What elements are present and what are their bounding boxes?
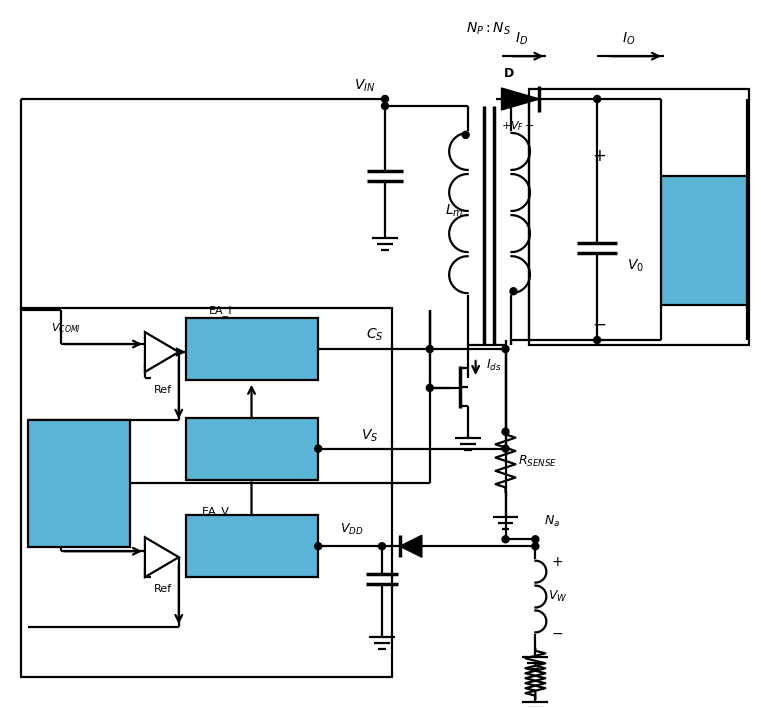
Circle shape <box>502 428 509 435</box>
Text: $V_W$: $V_W$ <box>548 588 567 604</box>
Bar <box>186 418 318 479</box>
Circle shape <box>594 96 600 103</box>
Circle shape <box>381 103 388 110</box>
Text: $V_{COMV}$: $V_{COMV}$ <box>49 530 83 544</box>
Text: $V_0$: $V_0$ <box>628 257 645 273</box>
Text: −: − <box>592 316 606 334</box>
Circle shape <box>315 445 322 452</box>
Text: $V_{DD}$: $V_{DD}$ <box>340 522 364 537</box>
Text: D: D <box>505 67 514 79</box>
Text: $I_{ds}$: $I_{ds}$ <box>486 358 501 372</box>
Text: +: + <box>592 147 606 165</box>
Text: $N_P : N_S$: $N_P : N_S$ <box>466 21 511 38</box>
Text: $C_S$: $C_S$ <box>366 327 384 343</box>
Circle shape <box>502 445 509 452</box>
Circle shape <box>426 346 433 353</box>
Polygon shape <box>145 537 179 577</box>
Circle shape <box>532 536 539 543</box>
Text: EA_V: EA_V <box>202 506 230 517</box>
Text: Ref: Ref <box>154 385 172 395</box>
Text: $V_o$  Estimator: $V_o$ Estimator <box>205 538 298 554</box>
Circle shape <box>532 543 539 549</box>
Text: $T_D$ Estimator: $T_D$ Estimator <box>207 440 296 457</box>
Text: PWM
Control: PWM Control <box>50 469 108 498</box>
Bar <box>661 176 747 305</box>
Polygon shape <box>501 88 540 110</box>
Polygon shape <box>400 535 422 557</box>
Text: −: − <box>145 334 157 348</box>
Text: Ref: Ref <box>154 584 172 594</box>
Text: +: + <box>552 555 563 569</box>
Text: +: + <box>145 561 157 575</box>
Circle shape <box>426 384 433 392</box>
Circle shape <box>502 536 509 543</box>
Bar <box>21 308 392 677</box>
Bar <box>186 515 318 577</box>
Circle shape <box>381 96 388 103</box>
Text: $N_a$: $N_a$ <box>544 514 560 529</box>
Text: −: − <box>552 627 563 641</box>
Circle shape <box>315 543 322 549</box>
Bar <box>186 318 318 380</box>
Circle shape <box>502 346 509 353</box>
Text: $I_o$  Estimator: $I_o$ Estimator <box>207 341 296 357</box>
Text: $L_m$: $L_m$ <box>445 202 464 219</box>
Circle shape <box>378 543 386 549</box>
Text: $V_S$: $V_S$ <box>361 428 379 444</box>
Text: +: + <box>145 356 157 370</box>
Circle shape <box>510 287 517 295</box>
Bar <box>28 420 130 547</box>
Text: $I_O$: $I_O$ <box>622 31 635 47</box>
Bar <box>530 89 749 345</box>
Text: EA_I: EA_I <box>209 304 232 316</box>
Text: $+V_F-$: $+V_F-$ <box>501 119 536 133</box>
Text: −: − <box>145 539 157 553</box>
Circle shape <box>462 132 469 138</box>
Circle shape <box>594 336 600 343</box>
Text: Load: Load <box>681 232 726 249</box>
Text: $V_{IN}$: $V_{IN}$ <box>355 78 376 94</box>
Text: $I_D$: $I_D$ <box>515 31 528 47</box>
Text: $R_{SENSE}$: $R_{SENSE}$ <box>517 454 557 469</box>
Text: $V_{COMI}$: $V_{COMI}$ <box>51 321 81 335</box>
Polygon shape <box>145 332 179 372</box>
